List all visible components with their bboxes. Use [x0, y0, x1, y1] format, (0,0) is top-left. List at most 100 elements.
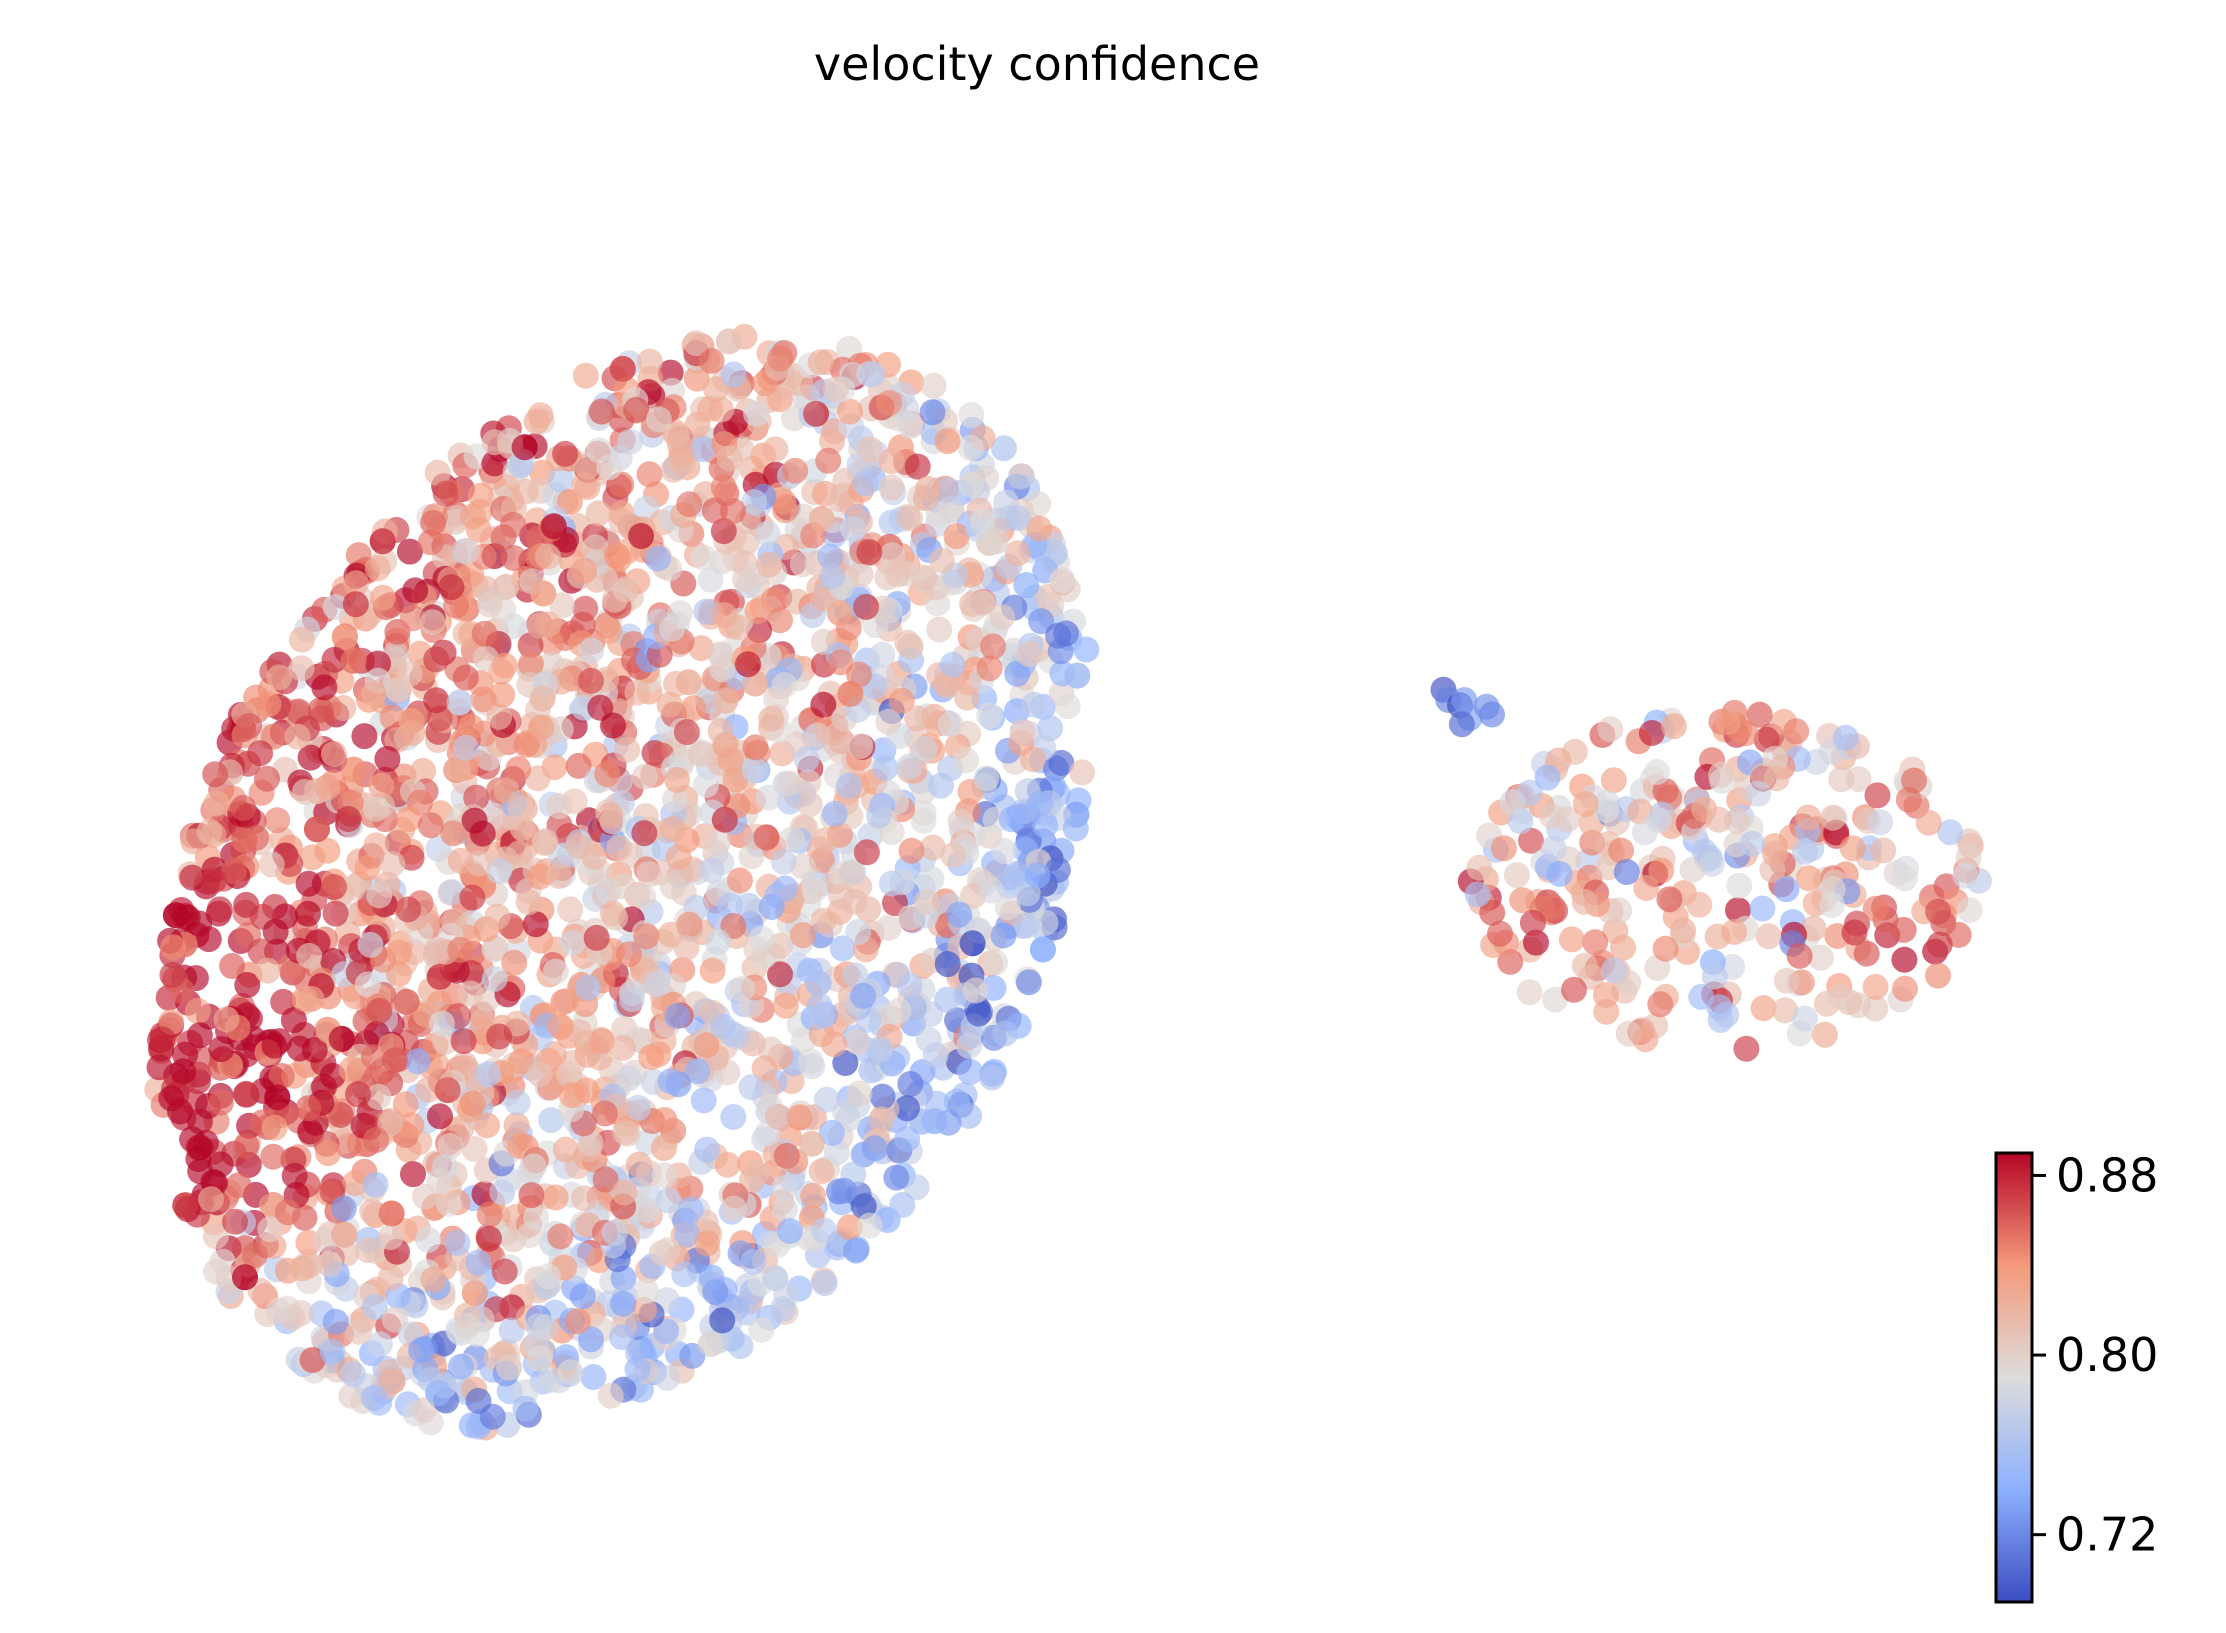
scatter-point: [266, 664, 293, 691]
scatter-point: [921, 1108, 948, 1135]
scatter-point: [393, 988, 420, 1015]
scatter-point: [610, 873, 637, 900]
scatter-point: [247, 740, 274, 767]
scatter-point: [489, 1179, 516, 1206]
scatter-point: [929, 547, 955, 574]
scatter-point: [457, 980, 484, 1007]
scatter-point: [395, 896, 422, 923]
scatter-point: [836, 398, 863, 425]
scatter-point: [202, 761, 229, 788]
scatter-point: [707, 718, 734, 745]
scatter-point: [623, 396, 650, 423]
scatter-point: [509, 814, 536, 841]
scatter-point: [467, 482, 494, 509]
scatter-point: [1952, 862, 1979, 889]
scatter-point: [894, 1095, 920, 1122]
scatter-point: [821, 1031, 847, 1058]
scatter-point: [720, 361, 747, 388]
scatter-point: [928, 772, 954, 799]
scatter-point: [679, 1342, 706, 1369]
scatter-point: [265, 1297, 292, 1324]
scatter-point: [660, 816, 686, 843]
scatter-point: [552, 440, 579, 467]
scatter-point: [990, 922, 1017, 949]
scatter-point: [296, 942, 323, 969]
scatter-point: [735, 651, 761, 678]
scatter-point: [818, 1119, 845, 1146]
scatter-point: [888, 687, 915, 714]
scatter-point: [234, 972, 261, 998]
scatter-point: [810, 691, 837, 718]
scatter-point: [578, 667, 604, 694]
scatter-point: [1534, 764, 1561, 791]
scatter-point: [363, 832, 390, 859]
scatter-point: [571, 557, 598, 584]
scatter-point: [735, 892, 762, 919]
scatter-point: [664, 1002, 691, 1029]
scatter-point: [697, 395, 724, 422]
scatter-point: [1613, 859, 1640, 885]
scatter-point: [369, 528, 396, 555]
scatter-point: [878, 448, 905, 475]
scatter-point: [592, 1166, 619, 1193]
scatter-point: [453, 734, 479, 761]
scatter-point: [676, 491, 703, 518]
scatter-point: [419, 609, 446, 636]
scatter-point: [611, 1179, 638, 1206]
scatter-point: [673, 719, 700, 746]
scatter-point: [452, 664, 479, 691]
scatter-point: [232, 1264, 258, 1291]
scatter-point: [540, 513, 567, 540]
scatter-point: [1811, 1021, 1838, 1048]
scatter-point: [1925, 962, 1951, 989]
scatter-points: [144, 323, 1992, 1441]
scatter-point: [1647, 991, 1674, 1018]
scatter-point: [331, 625, 358, 651]
scatter-point: [366, 997, 393, 1024]
scatter-point: [345, 1081, 371, 1108]
scatter-point: [475, 1061, 502, 1088]
scatter-point: [910, 799, 937, 826]
scatter-point: [504, 1010, 531, 1037]
scatter-point: [526, 1345, 553, 1372]
scatter-point: [565, 752, 592, 779]
scatter-point: [1608, 837, 1635, 864]
scatter-point: [1044, 856, 1071, 883]
scatter-point: [160, 934, 187, 961]
scatter-point: [258, 851, 285, 878]
scatter-point: [751, 1055, 778, 1082]
scatter-point: [493, 573, 519, 600]
scatter-point: [264, 1084, 291, 1111]
scatter-point: [379, 850, 406, 877]
scatter-point: [638, 1044, 665, 1071]
scatter-point: [694, 1136, 720, 1163]
scatter-point: [671, 1261, 698, 1288]
scatter-point: [762, 436, 789, 463]
scatter-point: [946, 901, 973, 928]
scatter-point: [954, 684, 981, 711]
scatter-point: [982, 949, 1009, 976]
scatter-point: [765, 1103, 791, 1130]
scatter-point: [377, 1265, 404, 1291]
scatter-point: [624, 679, 651, 706]
scatter-point: [691, 544, 717, 571]
scatter-point: [1701, 963, 1728, 990]
scatter-point: [381, 1306, 408, 1333]
scatter-point: [897, 413, 924, 439]
scatter-point: [547, 716, 574, 743]
scatter-point: [883, 1164, 910, 1191]
scatter-point: [552, 1136, 579, 1163]
scatter-point: [733, 529, 760, 556]
scatter-point: [586, 437, 613, 464]
scatter-point: [489, 681, 516, 708]
scatter-point: [331, 1221, 358, 1248]
scatter-point: [374, 746, 401, 772]
scatter-point: [450, 1028, 477, 1055]
scatter-point: [600, 712, 626, 739]
scatter-point: [660, 456, 687, 483]
scatter-point: [481, 965, 508, 992]
scatter-point: [831, 1177, 857, 1204]
scatter-point: [423, 646, 450, 673]
scatter-point: [847, 733, 874, 760]
scatter-point: [527, 863, 553, 890]
